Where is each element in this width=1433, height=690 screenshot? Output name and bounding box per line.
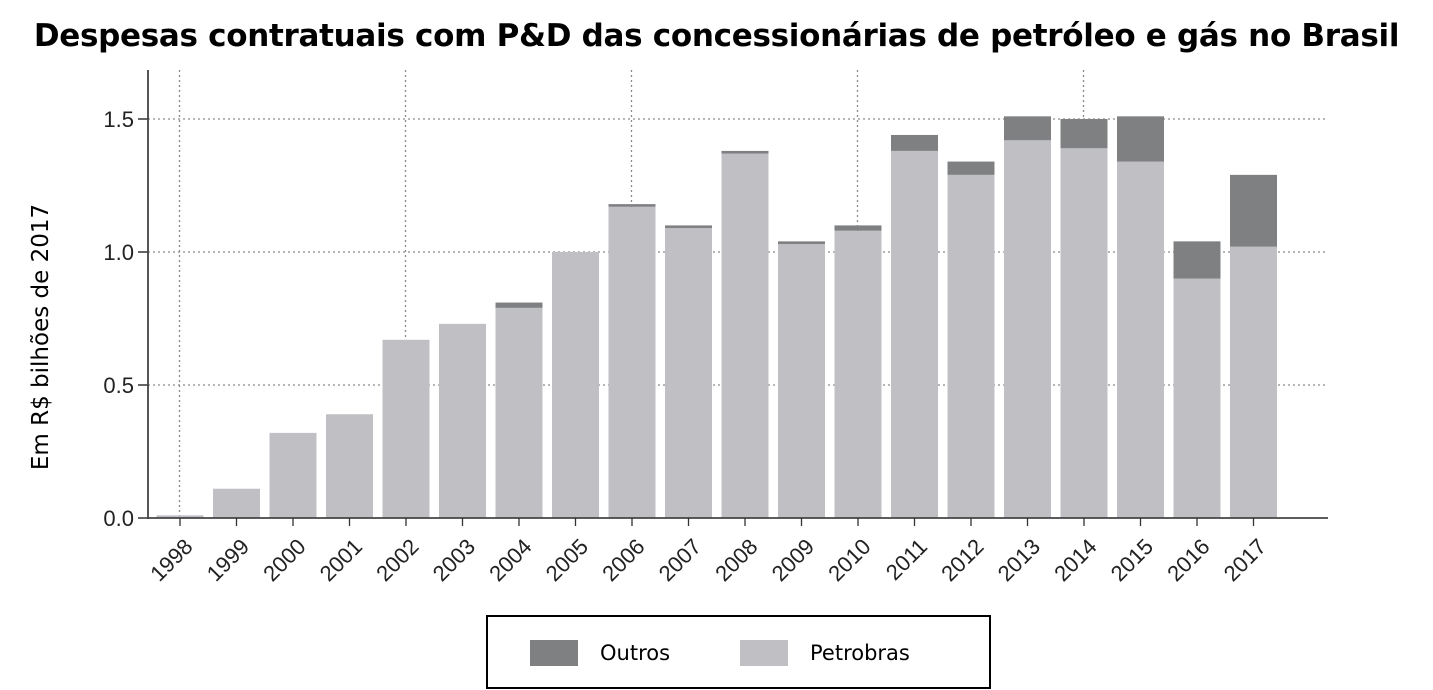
x-tick-label: 1999	[202, 534, 254, 586]
legend-swatch-outros	[530, 640, 578, 666]
bar-outros-2015	[1117, 116, 1164, 162]
x-tick-labels: 1998 1999 2000 2001 2002 2003 2004 2005 2006 2007…	[145, 534, 1271, 586]
legend-label-petrobras: Petrobras	[810, 641, 910, 665]
y-tick-label: 0.0	[103, 506, 134, 531]
x-tick-label: 2013	[993, 534, 1045, 586]
bar-petrobras-2001	[326, 414, 373, 518]
bar-outros-2014	[1060, 119, 1108, 149]
x-tick-label: 2006	[597, 534, 649, 586]
bar-outros-2006	[608, 204, 656, 207]
legend-label-outros: Outros	[600, 641, 671, 665]
x-tick-label: 2016	[1162, 534, 1214, 586]
x-tick-label: 2011	[881, 534, 932, 585]
bar-petrobras-1999	[213, 488, 260, 518]
x-tick-label: 2015	[1106, 534, 1158, 586]
y-tick-label: 1.0	[103, 240, 134, 265]
legend-item-petrobras: Petrobras	[740, 639, 910, 667]
x-tick-label: 2009	[767, 534, 819, 586]
x-tick-label: 2014	[1049, 534, 1101, 586]
bar-outros-2017	[1230, 174, 1277, 247]
bar-petrobras-2002	[382, 339, 430, 518]
x-tick-label: 2000	[258, 534, 310, 586]
x-tick-label: 2001	[315, 534, 367, 586]
bar-petrobras-2013	[1004, 140, 1051, 518]
bar-petrobras-2012	[947, 174, 995, 519]
bar-petrobras-2004	[495, 307, 543, 518]
chart-title: Despesas contratuais com P&D das concess…	[33, 18, 1400, 54]
x-tick-label: 2010	[823, 534, 875, 586]
bar-petrobras-2003	[439, 323, 486, 518]
bar-petrobras-2011	[891, 150, 938, 519]
bar-petrobras-2016	[1173, 278, 1221, 518]
bar-petrobras-2005	[552, 252, 599, 518]
axes	[138, 70, 1328, 526]
x-tick-label: 2004	[484, 534, 536, 586]
bar-petrobras-2009	[778, 244, 825, 518]
bar-outros-2009	[778, 241, 825, 245]
bar-petrobras-2007	[665, 228, 712, 518]
bar-outros-2007	[665, 225, 712, 229]
y-tick-labels: 0.0 0.5 1.0 1.5	[103, 107, 134, 531]
legend: Outros Petrobras	[486, 615, 991, 689]
bar-outros-2016	[1173, 241, 1221, 279]
bar-petrobras-2017	[1230, 246, 1277, 518]
bar-outros-2011	[891, 134, 938, 151]
legend-swatch-petrobras	[740, 640, 788, 666]
y-tick-label: 1.5	[103, 107, 134, 132]
x-tick-label: 2002	[371, 534, 423, 586]
bar-outros-2004	[495, 302, 543, 308]
x-tick-label: 2003	[428, 534, 480, 586]
x-tick-label: 2005	[541, 534, 593, 586]
bar-petrobras-2014	[1060, 148, 1108, 518]
x-tick-label: 2008	[710, 534, 762, 586]
bar-outros-2012	[947, 161, 995, 175]
bar-outros-2010	[834, 225, 882, 231]
bar-petrobras-2000	[269, 432, 317, 518]
bar-petrobras-2015	[1117, 161, 1164, 518]
y-tick-label: 0.5	[103, 373, 134, 398]
bar-outros-2013	[1004, 116, 1051, 141]
x-tick-label: 1998	[145, 534, 197, 586]
bar-petrobras-1998	[156, 515, 204, 518]
x-tick-label: 2012	[936, 534, 988, 586]
bar-petrobras-2008	[721, 153, 769, 518]
x-tick-label: 2017	[1219, 534, 1271, 586]
bar-petrobras-2006	[608, 206, 656, 518]
bar-petrobras-2010	[834, 230, 882, 518]
bars	[156, 116, 1277, 519]
legend-item-outros: Outros	[530, 639, 670, 667]
x-tick-label: 2007	[654, 534, 706, 586]
chart-plot-area: 0.00.51.01.5 1998 1999 2000 2001 2002 2003 200…	[103, 70, 1328, 586]
bar-outros-2008	[721, 150, 769, 154]
